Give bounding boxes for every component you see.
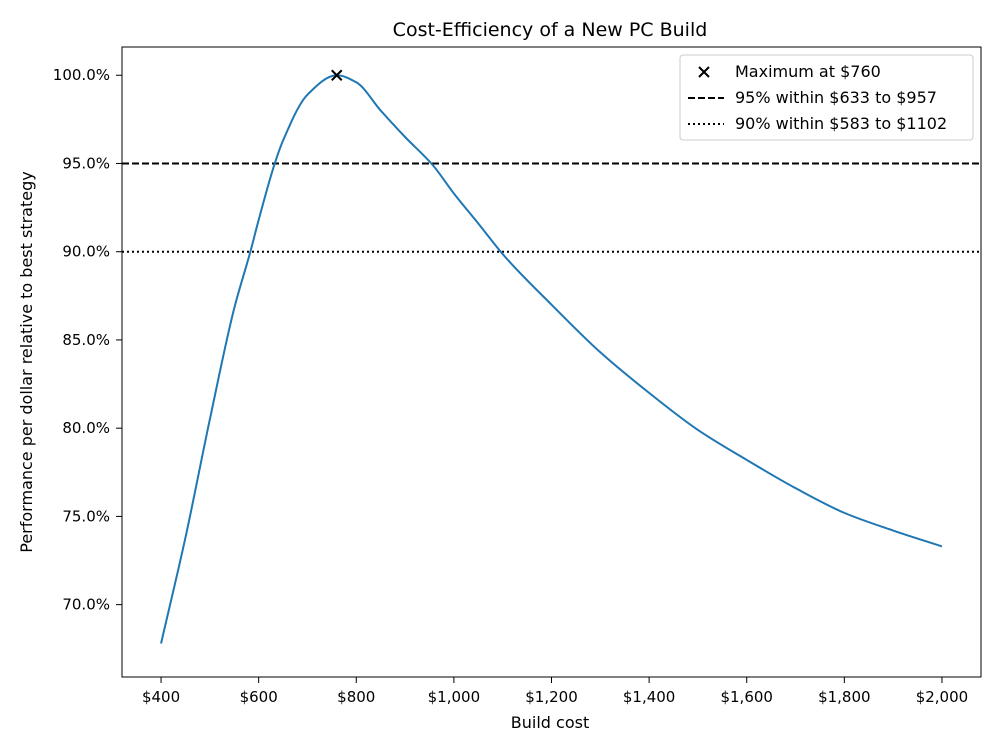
x-axis-label: Build cost (511, 713, 589, 732)
x-tick-label: $1,400 (623, 688, 676, 706)
x-tick-label: $1,000 (428, 688, 481, 706)
y-tick-label: 85.0% (62, 331, 110, 349)
y-tick-label: 95.0% (62, 154, 110, 172)
x-tick-label: $2,000 (916, 688, 969, 706)
x-tick-label: $1,800 (818, 688, 871, 706)
legend-marker-maximum (698, 66, 710, 78)
legend-box (679, 54, 974, 141)
x-tick-label: $1,200 (525, 688, 578, 706)
legend-label-95: 95% within $633 to $957 (735, 88, 937, 107)
y-axis-label: Performance per dollar relative to best … (17, 171, 36, 552)
series-line (160, 74, 943, 644)
x-tick-label: $800 (337, 688, 375, 706)
legend-label-maximum: Maximum at $760 (735, 62, 881, 81)
x-tick-label: $400 (142, 688, 180, 706)
y-tick-label: 70.0% (62, 596, 110, 614)
chart-title: Cost-Efficiency of a New PC Build (393, 19, 708, 41)
x-axis: $400 $600 $800 $1,000 $1,200 $1,400 $1,600 $1,8… (142, 677, 968, 706)
y-tick-label: 75.0% (62, 507, 110, 525)
y-tick-label: 100.0% (53, 66, 110, 84)
y-axis: 70.0% 75.0% 80.0% 85.0% 90.0% 95.0% 100.0% (53, 66, 122, 614)
maximum-marker (331, 69, 343, 81)
legend: Maximum at $760 95% within $633 to $957 90… (679, 54, 974, 141)
x-tick-label: $1,600 (720, 688, 773, 706)
y-tick-label: 90.0% (62, 243, 110, 261)
axes-frame (121, 46, 982, 678)
plot-area (122, 69, 981, 644)
legend-label-90: 90% within $583 to $1102 (735, 114, 947, 133)
x-tick-label: $600 (240, 688, 278, 706)
y-tick-label: 80.0% (62, 419, 110, 437)
